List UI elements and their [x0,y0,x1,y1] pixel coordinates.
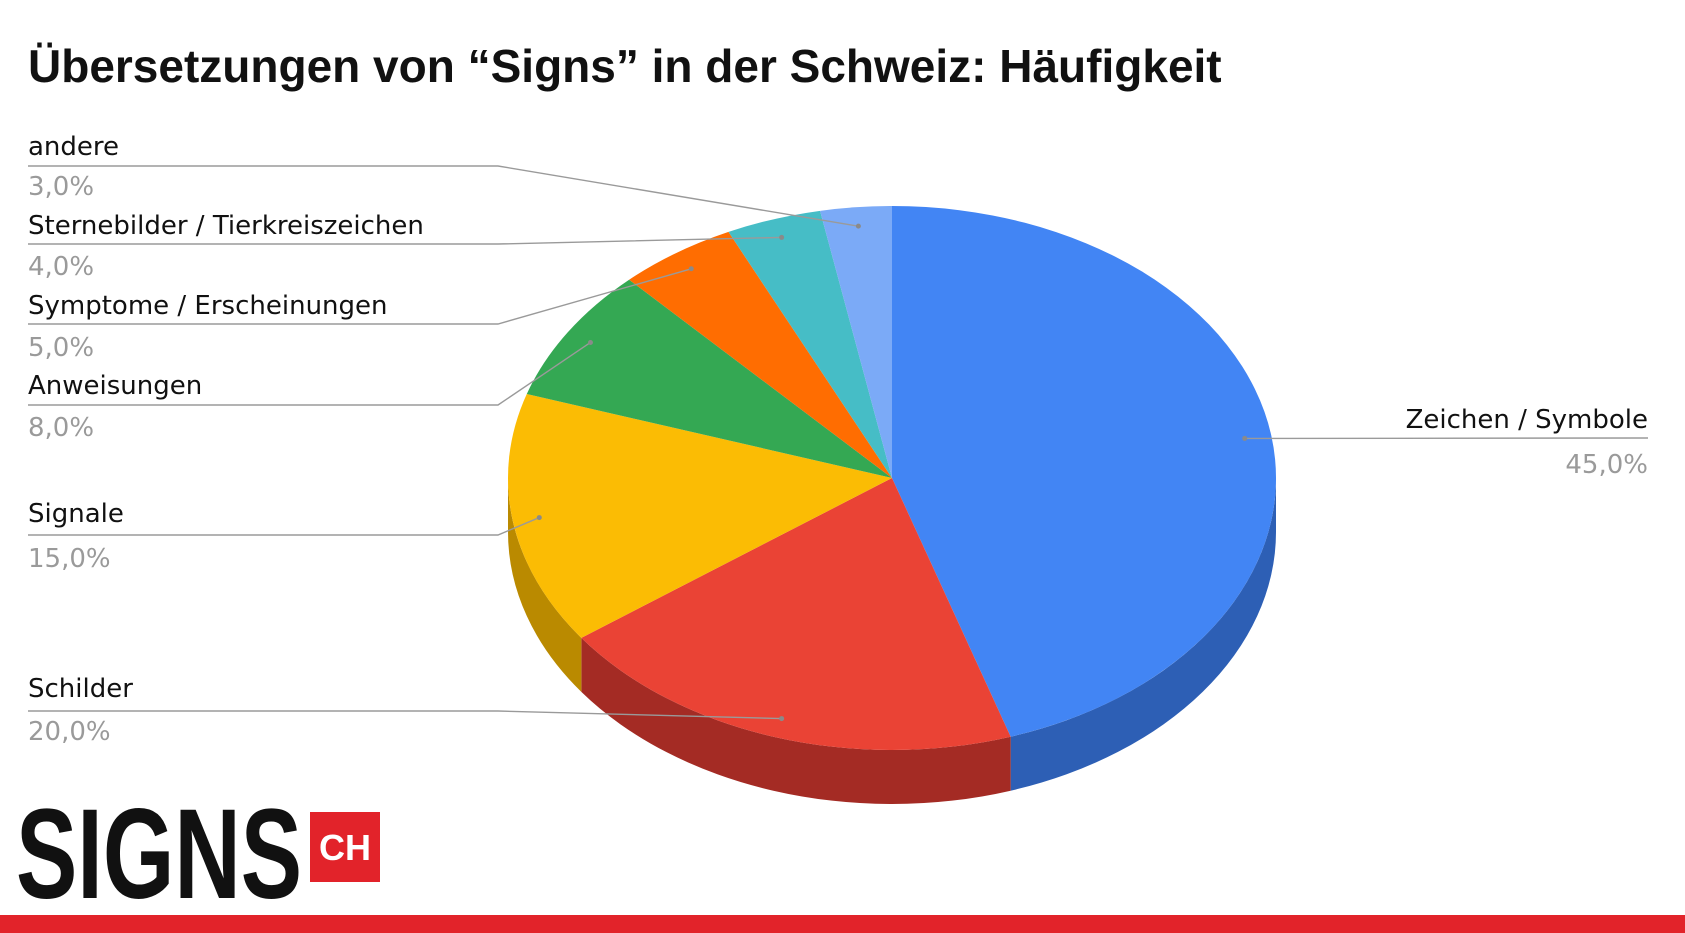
slice-name-schilder: Schilder [28,674,133,704]
pie-side-schilder [581,637,1011,805]
slice-name-sternebilder-tierkreiszeichen: Sternebilder / Tierkreiszeichen [28,211,424,241]
leader-dot-symptome-erscheinungen [688,266,694,272]
signs-ch-logo: SIGNS CH [16,783,380,926]
slice-value-andere: 3,0% [28,172,94,202]
slice-name-anweisungen: Anweisungen [28,371,202,401]
logo-ch-badge [310,812,380,882]
leader-dot-zeichen-symbole [1242,435,1248,441]
slice-name-zeichen-symbole: Zeichen / Symbole [1406,405,1648,435]
leader-line-symptome-erscheinungen [28,268,692,325]
pie-slice-schilder [581,478,1011,751]
pie-sides [508,478,1277,805]
pie-slice-symptome-erscheinungen [629,231,892,478]
chart-title: Übersetzungen von “Signs” in der Schweiz… [28,40,1222,92]
slice-value-signale: 15,0% [28,544,111,574]
slice-value-zeichen-symbole: 45,0% [1565,450,1648,480]
pie-side-zeichen-symbole [1010,478,1277,791]
footer-bar [0,915,1685,933]
pie-side-signale [508,478,582,692]
leader-dot-anweisungen [587,339,593,345]
leader-dot-andere [855,223,861,229]
slice-value-symptome-erscheinungen: 5,0% [28,333,94,363]
leader-dot-signale [536,515,542,521]
slice-value-schilder: 20,0% [28,717,111,747]
slice-labels: Zeichen / Symbole 45,0% Schilder 20,0% Signa… [28,132,1649,747]
slice-name-signale: Signale [28,499,124,529]
leader-line-anweisungen [28,341,591,406]
leader-line-schilder [28,710,782,720]
slice-name-andere: andere [28,132,119,162]
slice-name-symptome-erscheinungen: Symptome / Erscheinungen [28,291,388,321]
pie-slice-anweisungen [526,279,892,478]
leader-line-sternebilder-tierkreiszeichen [28,236,782,245]
pie-slices [507,206,1277,751]
logo-ch-text: CH [319,827,371,868]
leader-line-andere [28,165,859,227]
pie-slice-zeichen-symbole [892,206,1277,737]
logo-signs-text: SIGNS [16,783,302,926]
pie-slice-sternebilder-tierkreiszeichen [728,210,892,478]
pie-slice-andere [820,206,892,478]
pie-slice-signale [507,393,892,638]
slice-value-sternebilder-tierkreiszeichen: 4,0% [28,252,94,282]
slice-value-anweisungen: 8,0% [28,413,94,443]
leader-line-signale [28,516,540,536]
leader-dot-sternebilder-tierkreiszeichen [779,234,785,240]
leader-dot-schilder [779,716,785,722]
